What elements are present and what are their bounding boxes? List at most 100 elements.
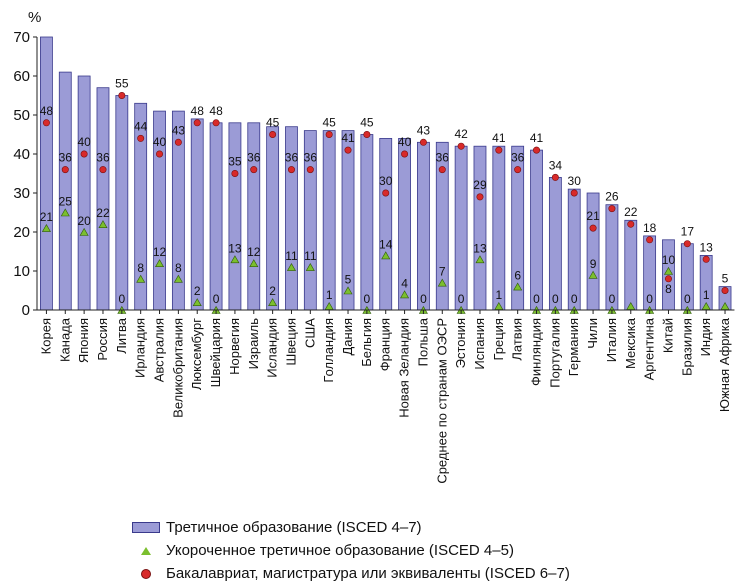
bar [115, 95, 129, 311]
dot-value-label: 36 [511, 151, 525, 165]
x-tick-label: Испания [472, 318, 487, 370]
legend: Третичное образование (ISCED 4–7) Укороч… [132, 516, 570, 585]
dot-marker [702, 255, 710, 263]
triangle-marker [437, 278, 447, 287]
bar [266, 126, 280, 311]
dot-marker [193, 119, 201, 127]
dot-value-label: 17 [681, 225, 695, 239]
triangle-marker [173, 274, 183, 283]
dot-value-label: 36 [304, 151, 318, 165]
x-axis: Корея Канада Япония Россия Литва Ирландия Авст… [37, 309, 735, 484]
x-tick-label: Япония [76, 318, 91, 363]
triangle-marker [192, 298, 202, 307]
x-tick-label: Норвегия [227, 318, 242, 375]
dot-marker [231, 170, 239, 178]
x-tick-label: Китай [660, 318, 675, 353]
triangle-value-label: 12 [153, 245, 167, 259]
triangle-marker [79, 227, 89, 236]
x-tick-label: Австралия [152, 318, 167, 382]
dot-value-label: 40 [77, 135, 91, 149]
dot-value-label: 29 [473, 178, 487, 192]
triangle-marker [343, 286, 353, 295]
bar [379, 137, 393, 311]
x-tick-label: Ирландия [133, 318, 148, 378]
triangle-value-label: 0 [646, 292, 653, 306]
legend-item-short-cycle: Укороченное третичное образование (ISCED… [132, 539, 570, 562]
legend-item-bachelor: Бакалавриат, магистратура или эквивалент… [132, 562, 570, 585]
triangle-value-label: 14 [379, 237, 393, 251]
y-tick-label: 50 [13, 107, 30, 124]
dot-marker [80, 150, 88, 158]
dot-marker [344, 146, 352, 154]
bar [40, 36, 53, 311]
x-tick-label: Франция [378, 318, 393, 371]
legend-label-bachelor: Бакалавриат, магистратура или эквивалент… [166, 565, 570, 582]
dot-marker [476, 193, 484, 201]
dot-value-label: 43 [417, 123, 431, 137]
dot-marker [721, 286, 729, 294]
triangle-value-label: 11 [285, 249, 298, 263]
triangle-value-label: 10 [662, 253, 676, 267]
dot-value-label: 42 [454, 127, 468, 141]
dot-marker [495, 146, 503, 154]
triangle-value-label: 13 [473, 241, 487, 255]
y-axis: 0 10 20 30 40 50 60 70 [13, 29, 38, 319]
dot-value-label: 36 [96, 151, 110, 165]
x-tick-label: Канада [57, 317, 72, 362]
legend-label-short-cycle: Укороченное третичное образование (ISCED… [166, 542, 514, 559]
x-tick-label: Латвия [510, 318, 525, 361]
triangle-value-label: 0 [609, 292, 616, 306]
legend-bar-swatch [132, 521, 160, 535]
markers [41, 92, 730, 314]
dot-value-label: 21 [586, 209, 600, 223]
triangle-marker [381, 251, 391, 260]
triangle-value-label: 8 [137, 261, 144, 275]
x-tick-label: Израиль [246, 318, 261, 370]
x-tick-label: Италия [604, 318, 619, 362]
x-tick-label: Литва [114, 317, 129, 354]
x-tick-label: Бразилия [679, 318, 694, 376]
triangle-value-label: 20 [77, 214, 91, 228]
x-tick-label: Индия [698, 318, 713, 356]
dot-marker [325, 131, 333, 139]
dot-marker [570, 189, 578, 197]
triangle-value-label: 22 [96, 206, 110, 220]
bar [662, 239, 675, 311]
point-labels: 2148253620402236055844124084324804813351… [40, 77, 729, 307]
dot-value-label: 48 [191, 104, 205, 118]
dot-marker [156, 150, 164, 158]
x-tick-label: Польша [415, 317, 430, 366]
triangle-marker [230, 255, 240, 264]
triangle-marker [663, 266, 673, 275]
dot-value-label: 45 [360, 116, 374, 130]
triangle-value-label: 7 [439, 265, 446, 279]
triangle-value-label: 25 [59, 195, 73, 209]
x-tick-label: Финляндия [529, 318, 544, 386]
dot-marker [438, 166, 446, 174]
dot-marker [514, 166, 522, 174]
triangle-marker [136, 274, 146, 283]
triangle-value-label: 2 [269, 284, 276, 298]
triangle-value-label: 0 [552, 292, 559, 306]
dot-value-label: 41 [492, 131, 506, 145]
dot-marker [306, 166, 314, 174]
triangle-value-label: 6 [514, 269, 521, 283]
dot-marker [287, 166, 295, 174]
x-tick-label: Южная Африка [717, 317, 732, 412]
x-tick-label: Швейцария [208, 318, 223, 387]
triangle-value-label: 0 [118, 292, 125, 306]
bar [492, 145, 506, 311]
dot-value-label: 8 [665, 282, 672, 296]
dot-marker [664, 275, 672, 283]
x-tick-label: Мексика [623, 317, 638, 369]
x-tick-label: США [302, 318, 317, 348]
y-tick-label: 0 [22, 302, 30, 319]
x-tick-label: Чили [585, 318, 600, 349]
triangle-value-label: 8 [175, 261, 182, 275]
x-tick-label: Корея [38, 318, 53, 354]
x-tick-label: Бельгия [359, 318, 374, 367]
triangle-marker [98, 220, 108, 228]
dot-value-label: 44 [134, 119, 148, 133]
dot-value-label: 48 [40, 104, 54, 118]
